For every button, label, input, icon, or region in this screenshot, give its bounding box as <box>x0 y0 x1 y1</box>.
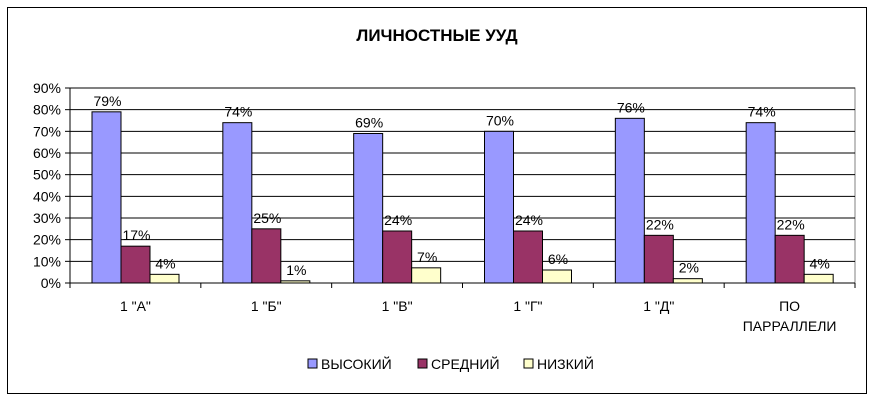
bars <box>91 111 834 284</box>
bar-низкий-2 <box>411 267 442 284</box>
bar-высокий-3 <box>484 130 514 284</box>
bar-средний-5 <box>774 234 805 284</box>
bar-средний-3 <box>513 230 543 284</box>
bar-высокий-5 <box>745 122 776 284</box>
data-label: 24% <box>515 212 543 228</box>
x-tick-label: 1 "Д" <box>643 298 674 314</box>
data-label: 25% <box>253 210 281 226</box>
legend-label: СРЕДНИЙ <box>431 355 500 372</box>
x-tick-label: 1 "Г" <box>513 298 542 314</box>
x-tick-label: ПАРРАЛЛЕЛИ <box>743 318 837 334</box>
y-tick-label: 20% <box>33 232 61 248</box>
data-label: 1% <box>286 262 306 278</box>
bar-низкий-0 <box>149 273 180 284</box>
data-label: 4% <box>155 255 175 271</box>
data-label: 74% <box>748 104 776 120</box>
y-tick-label: 80% <box>33 102 61 118</box>
y-tick-label: 30% <box>33 210 61 226</box>
bar-средний-0 <box>120 245 151 284</box>
x-tick-label: 1 "А" <box>120 298 151 314</box>
y-tick-label: 0% <box>41 275 61 291</box>
data-labels: 79% 74% 69% 70% 76% 74% 17% 25% 24% 24% 22% 22% 4% 1%… <box>93 93 829 278</box>
x-axis: 1 "А" 1 "Б" 1 "В" 1 "Г" 1 "Д" ПО ПАРРАЛЛЕЛИ <box>69 283 856 334</box>
gridlines <box>69 87 856 284</box>
legend: ВЫСОКИЙ СРЕДНИЙ НИЗКИЙ <box>307 355 594 372</box>
data-label: 79% <box>93 93 121 109</box>
plot-area <box>69 87 856 284</box>
bar-средний-2 <box>382 230 413 284</box>
bar-высокий-4 <box>614 117 645 284</box>
legend-swatch <box>307 358 318 369</box>
data-label: 70% <box>486 112 514 128</box>
data-label: 22% <box>777 216 805 232</box>
bar-низкий-5 <box>803 273 834 284</box>
y-tick-label: 90% <box>33 80 61 96</box>
data-label: 74% <box>224 104 252 120</box>
data-label: 6% <box>548 251 568 267</box>
x-tick-label: 1 "Б" <box>251 298 282 314</box>
legend-label: ВЫСОКИЙ <box>321 355 392 372</box>
bar-средний-1 <box>251 228 282 284</box>
bar-низкий-3 <box>542 269 572 284</box>
data-label: 4% <box>810 255 830 271</box>
x-tick-label: ПО <box>779 298 800 314</box>
y-tick-label: 50% <box>33 167 61 183</box>
y-tick-label: 40% <box>33 188 61 204</box>
bar-высокий-2 <box>353 133 384 284</box>
y-tick-label: 60% <box>33 145 61 161</box>
bar-низкий-4 <box>672 278 703 284</box>
bar-высокий-0 <box>91 111 122 284</box>
data-label: 69% <box>355 115 383 131</box>
data-label: 17% <box>122 227 150 243</box>
legend-label: НИЗКИЙ <box>537 355 594 372</box>
bar-низкий-1 <box>280 280 311 284</box>
bar-высокий-1 <box>222 122 253 284</box>
data-label: 24% <box>384 212 412 228</box>
legend-swatch <box>523 358 534 369</box>
data-label: 7% <box>417 249 437 265</box>
y-tick-label: 70% <box>33 123 61 139</box>
bar-средний-4 <box>643 234 674 284</box>
x-tick-label: 1 "В" <box>382 298 413 314</box>
legend-swatch <box>417 358 428 369</box>
data-label: 2% <box>679 260 699 276</box>
data-label: 76% <box>617 99 645 115</box>
data-label: 22% <box>646 216 674 232</box>
chart-title: ЛИЧНОСТНЫЕ УУД <box>356 26 517 45</box>
y-tick-label: 10% <box>33 253 61 269</box>
